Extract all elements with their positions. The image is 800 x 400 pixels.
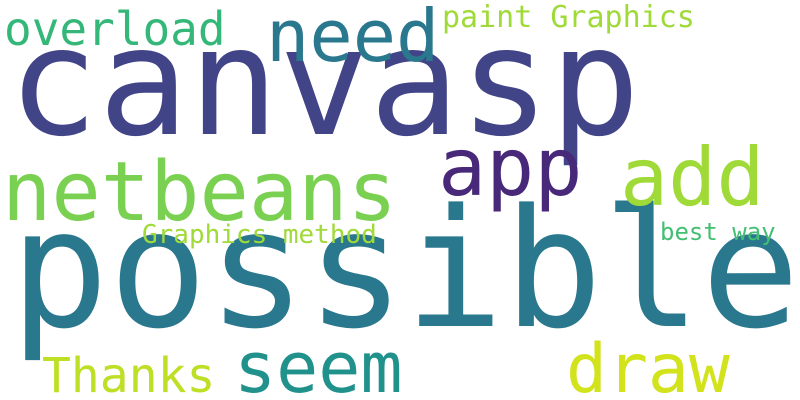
word-best-way: best way [660,218,776,246]
word-app: app [438,121,583,214]
word-seem: seem [234,327,403,400]
word-netbeans: netbeans [2,145,397,240]
word-overload: overload [4,2,226,56]
word-canvasp: canvasp [8,0,641,170]
word-graphics-method: Graphics method [142,220,377,250]
word-thanks: Thanks [42,348,216,400]
word-add: add [620,131,765,224]
word-paint-graphics: paint Graphics [442,0,695,35]
word-need: need [266,0,440,78]
word-draw: draw [566,330,730,400]
word-possible: possible [10,174,800,365]
